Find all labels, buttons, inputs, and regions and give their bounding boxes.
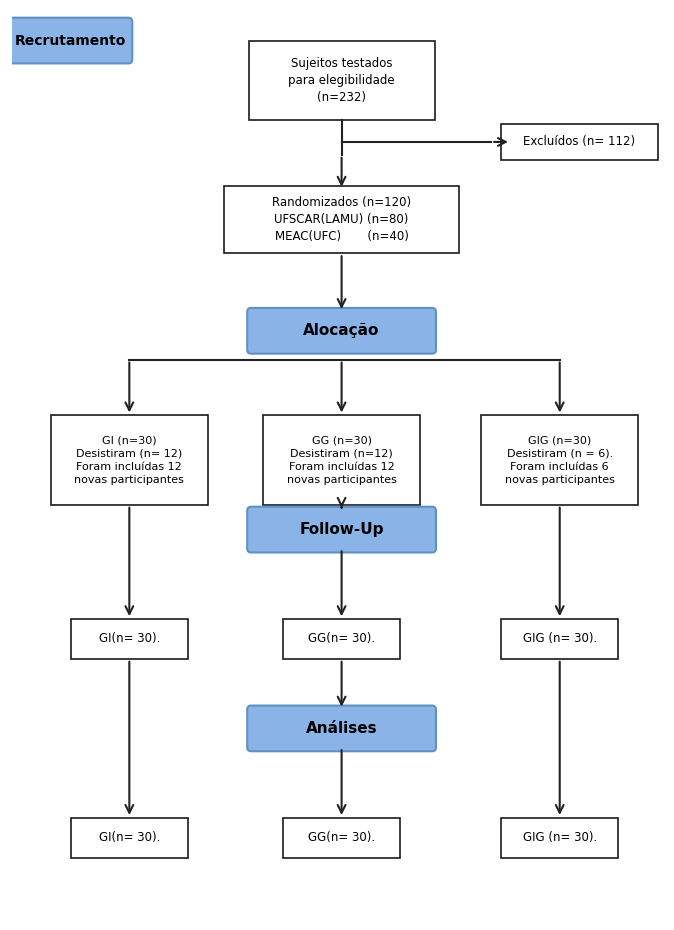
Text: Sujeitos testados
para elegibilidade
(n=232): Sujeitos testados para elegibilidade (n=… [288,57,395,104]
FancyBboxPatch shape [9,18,132,63]
Text: GI(n= 30).: GI(n= 30). [98,831,160,844]
Text: GG(n= 30).: GG(n= 30). [308,632,375,645]
Bar [501,619,619,658]
Bar [501,817,619,857]
Text: GG (n=30)
Desistiram (n=12)
Foram incluídas 12
novas participantes: GG (n=30) Desistiram (n=12) Foram incluí… [286,435,396,485]
FancyBboxPatch shape [247,706,436,751]
Bar [71,619,188,658]
Text: Follow-Up: Follow-Up [299,522,384,538]
Text: GIG (n= 30).: GIG (n= 30). [522,831,597,844]
Bar [283,817,400,857]
Bar [249,41,435,120]
Text: GG(n= 30).: GG(n= 30). [308,831,375,844]
Bar [501,124,658,160]
Bar [283,619,400,658]
Text: GIG (n= 30).: GIG (n= 30). [522,632,597,645]
Text: GI(n= 30).: GI(n= 30). [98,632,160,645]
Bar [224,186,459,253]
Text: Recrutamento: Recrutamento [15,33,126,47]
FancyBboxPatch shape [247,507,436,552]
Text: GIG (n=30)
Desistiram (n = 6).
Foram incluídas 6
novas participantes: GIG (n=30) Desistiram (n = 6). Foram inc… [505,435,615,485]
Bar [51,416,208,505]
Text: GI (n=30)
Desistiram (n= 12)
Foram incluídas 12
novas participantes: GI (n=30) Desistiram (n= 12) Foram inclu… [74,435,184,485]
Bar [71,817,188,857]
Text: Excluídos (n= 112): Excluídos (n= 112) [523,136,636,149]
Text: Alocação: Alocação [303,324,379,339]
Text: Randomizados (n=120)
UFSCAR(LAMU) (n=80)
MEAC(UFC)       (n=40): Randomizados (n=120) UFSCAR(LAMU) (n=80)… [272,196,411,243]
FancyBboxPatch shape [247,308,436,353]
Bar [481,416,638,505]
Text: Análises: Análises [306,721,377,736]
Bar [264,416,420,505]
